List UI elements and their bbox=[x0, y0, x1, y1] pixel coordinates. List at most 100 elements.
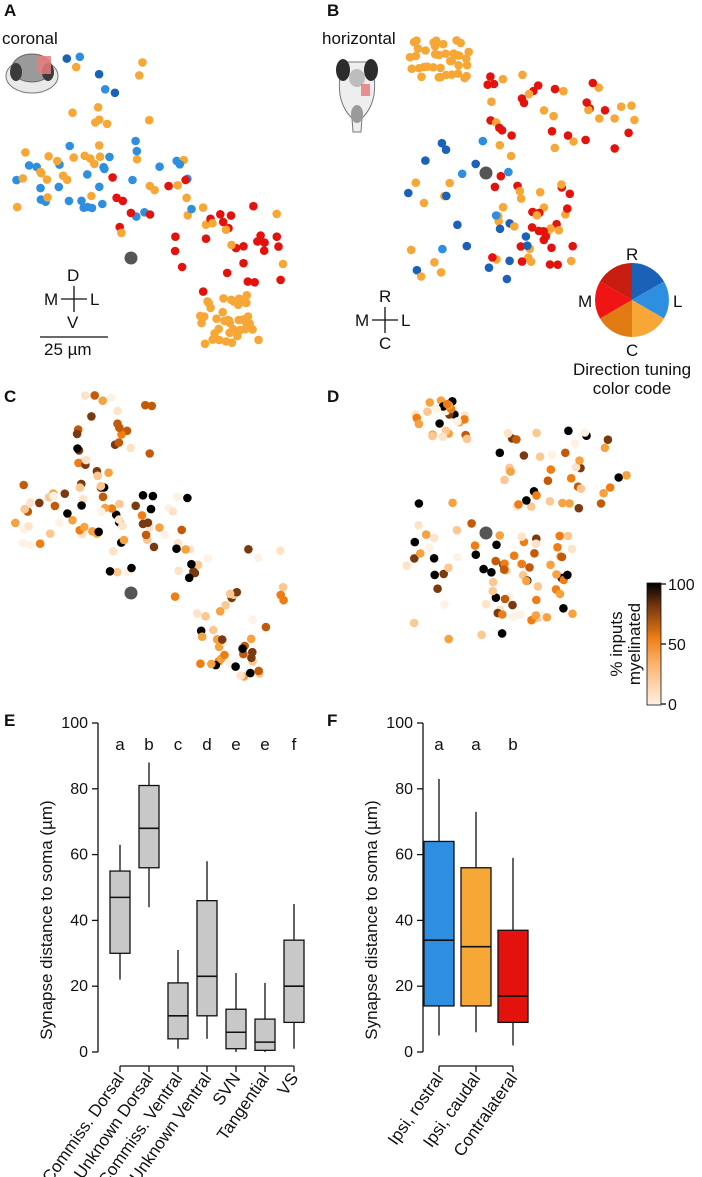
neuron-point bbox=[582, 98, 591, 107]
significance-letter: e bbox=[260, 735, 269, 754]
neuron-point bbox=[555, 531, 564, 541]
neuron-point bbox=[98, 199, 107, 209]
neuron-point bbox=[73, 444, 82, 453]
neuron-point bbox=[113, 419, 122, 429]
neuron-point bbox=[248, 325, 257, 334]
neuron-point bbox=[600, 106, 610, 115]
neuron-point bbox=[555, 589, 565, 599]
neuron-point bbox=[79, 203, 88, 212]
neuron-point bbox=[575, 456, 584, 465]
neuron-point bbox=[24, 161, 34, 170]
neuron-point bbox=[239, 258, 248, 268]
colorbar-tick-100: 100 bbox=[668, 577, 695, 594]
neuron-point bbox=[127, 563, 136, 573]
neuron-point bbox=[105, 152, 114, 162]
neuron-point bbox=[456, 38, 466, 48]
neuron-point bbox=[45, 529, 55, 538]
neuron-point bbox=[19, 480, 29, 490]
neuron-point bbox=[407, 64, 417, 73]
compass-a-bottom: V bbox=[67, 313, 79, 332]
significance-letter: f bbox=[292, 735, 297, 754]
neuron-point bbox=[87, 191, 96, 201]
neuron-point bbox=[100, 85, 110, 94]
neuron-point bbox=[141, 530, 151, 540]
neuron-point bbox=[616, 102, 626, 111]
neuron-point bbox=[148, 491, 158, 501]
neuron-point bbox=[624, 128, 633, 138]
significance-letter: e bbox=[231, 735, 240, 754]
neuron-point bbox=[72, 429, 82, 439]
neuron-point bbox=[566, 474, 576, 483]
neuron-point bbox=[414, 419, 424, 429]
myelination-colorbar: 100 50 0 % inputs myelinated bbox=[607, 577, 695, 714]
neuron-point bbox=[253, 237, 262, 246]
neuron-point bbox=[497, 629, 507, 638]
neuron-point bbox=[131, 501, 140, 511]
neuron-point bbox=[610, 144, 619, 153]
neuron-point bbox=[94, 69, 104, 79]
neuron-point bbox=[595, 114, 604, 123]
neuron-point bbox=[225, 589, 235, 599]
box-2 bbox=[167, 950, 189, 1049]
panel-c-letter: C bbox=[4, 387, 16, 406]
neuron-point bbox=[44, 152, 53, 161]
pie-slice-caudal bbox=[600, 300, 632, 337]
neuron-point bbox=[214, 324, 223, 334]
neuron-point bbox=[232, 587, 242, 597]
neuron-point bbox=[132, 146, 142, 156]
neuron-point bbox=[20, 504, 30, 514]
neuron-point bbox=[478, 136, 488, 146]
neuron-point bbox=[514, 500, 523, 509]
neuron-point bbox=[565, 189, 575, 199]
neuron-point bbox=[278, 582, 288, 592]
significance-letter: b bbox=[508, 735, 517, 754]
neuron-point bbox=[532, 491, 541, 500]
neuron-point bbox=[97, 507, 106, 517]
neuron-point bbox=[599, 488, 608, 498]
neuron-point bbox=[90, 391, 99, 400]
neuron-point bbox=[183, 493, 192, 503]
neuron-point bbox=[547, 127, 557, 136]
neuron-point bbox=[491, 593, 501, 602]
neuron-point bbox=[250, 278, 259, 287]
neuron-point bbox=[430, 258, 439, 267]
soma-marker bbox=[124, 251, 138, 265]
neuron-point bbox=[276, 546, 285, 555]
neuron-point bbox=[565, 499, 574, 508]
neuron-point bbox=[98, 492, 108, 502]
neuron-point bbox=[149, 542, 159, 552]
neuron-point bbox=[246, 634, 256, 644]
neuron-point bbox=[138, 491, 148, 500]
neuron-point bbox=[517, 559, 526, 569]
box-3 bbox=[196, 861, 218, 1039]
soma-marker bbox=[124, 586, 138, 600]
neuron-point bbox=[203, 554, 213, 563]
neuron-point bbox=[545, 260, 555, 269]
y-tick-label: 100 bbox=[61, 715, 88, 732]
neuron-point bbox=[243, 277, 253, 286]
panel-c: C bbox=[4, 387, 288, 681]
neuron-point bbox=[526, 257, 536, 267]
neuron-point bbox=[69, 153, 78, 162]
neuron-point bbox=[107, 393, 116, 402]
neuron-point bbox=[11, 518, 20, 528]
scatter-b bbox=[404, 36, 639, 284]
neuron-point bbox=[216, 210, 225, 219]
neuron-point bbox=[274, 242, 283, 251]
neuron-point bbox=[596, 499, 606, 508]
colorbar-title-line2: myelinated bbox=[625, 603, 644, 685]
neuron-point bbox=[35, 539, 45, 548]
neuron-point bbox=[24, 522, 33, 531]
neuron-point bbox=[238, 644, 247, 653]
neuron-point bbox=[416, 272, 426, 281]
pie-slice-caudal-light bbox=[632, 300, 664, 337]
neuron-point bbox=[519, 98, 529, 108]
compass-b: R M L C bbox=[355, 287, 410, 353]
neuron-point bbox=[439, 569, 449, 579]
neuron-point bbox=[490, 182, 500, 192]
neuron-point bbox=[135, 71, 144, 80]
neuron-point bbox=[219, 294, 228, 303]
neuron-point bbox=[253, 553, 263, 563]
neuron-point bbox=[278, 259, 288, 269]
